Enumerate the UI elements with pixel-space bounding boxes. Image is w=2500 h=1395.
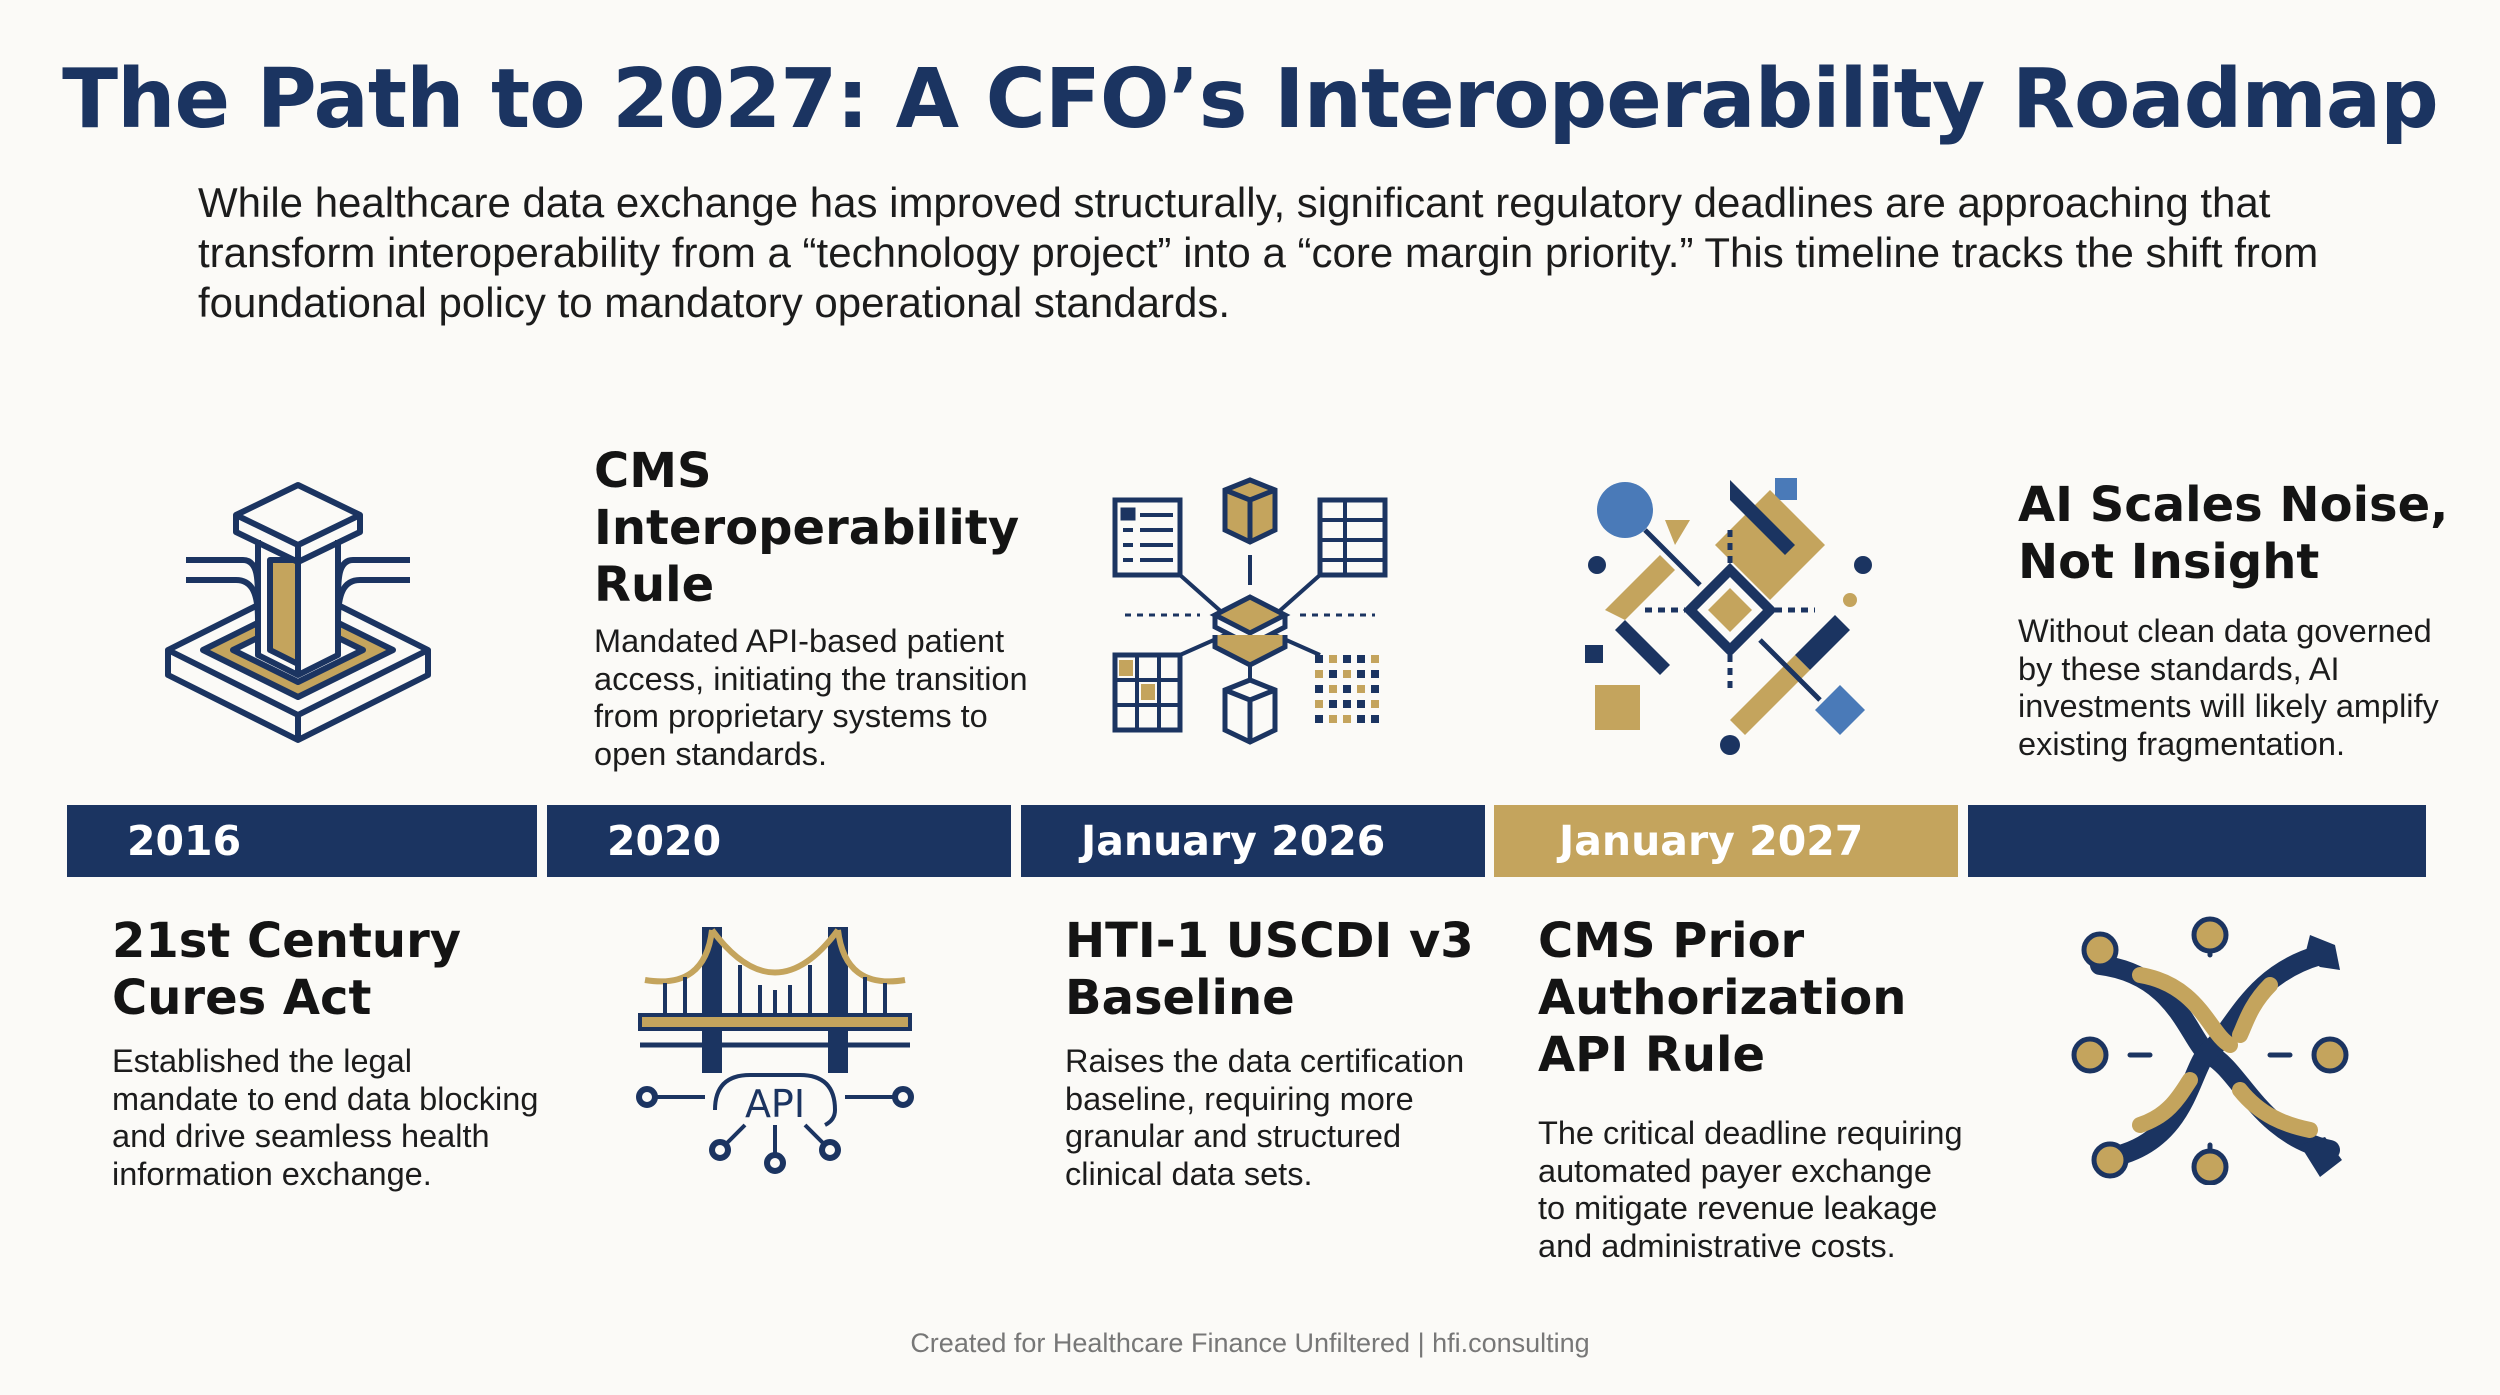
- milestone-description: Without clean data governed by these sta…: [2018, 613, 2439, 762]
- tangled-nodes-icon: [2071, 916, 2349, 1185]
- milestone-heading: AI Scales Noise, Not Insight: [2018, 477, 2449, 590]
- year-label: January 2026: [1081, 817, 1386, 865]
- diamond-network-icon: [1585, 478, 1872, 755]
- api-label: API: [745, 1082, 805, 1126]
- api-bridge-icon: API: [636, 927, 914, 1174]
- milestone-heading: HTI-1 USCDI v3 Baseline: [1065, 913, 1474, 1026]
- data-network-icon: [1112, 477, 1388, 745]
- year-label: January 2027: [1559, 817, 1864, 865]
- timeline-segment-2016: 2016: [67, 805, 537, 877]
- year-label: 2020: [607, 817, 722, 865]
- milestone-heading: CMS Prior Authorization API Rule: [1538, 913, 1907, 1083]
- milestone-description: Mandated API-based patient access, initi…: [594, 623, 1028, 772]
- footer-credit: Created for Healthcare Finance Unfiltere…: [910, 1328, 1590, 1358]
- timeline-segment-2020: 2020: [547, 805, 1011, 877]
- foundation-pillar-icon: [165, 482, 431, 743]
- year-label: 2016: [127, 817, 242, 865]
- milestone-heading: 21st Century Cures Act: [112, 913, 462, 1026]
- milestone-description: Established the legal mandate to end dat…: [112, 1043, 539, 1192]
- milestone-description: Raises the data certification baseline, …: [1065, 1043, 1465, 1192]
- timeline-segment-2026: January 2026: [1021, 805, 1485, 877]
- milestone-heading: CMS Interoperability Rule: [594, 443, 1020, 613]
- timeline-segment-future: [1968, 805, 2426, 877]
- milestone-description: The critical deadline requiring automate…: [1538, 1115, 1963, 1264]
- timeline-segment-2027: January 2027: [1494, 805, 1958, 877]
- intro-paragraph: While healthcare data exchange has impro…: [198, 179, 2319, 326]
- page-title: The Path to 2027: A CFO’s Interoperabili…: [62, 52, 2439, 147]
